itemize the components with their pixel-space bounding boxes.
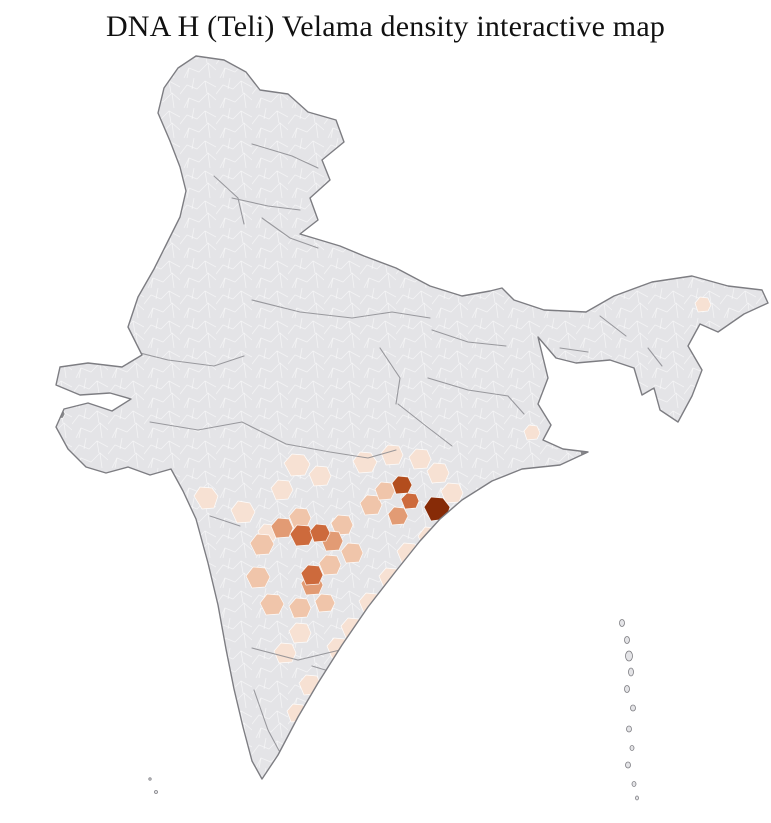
district[interactable] [308, 465, 332, 487]
district[interactable] [230, 500, 256, 524]
district[interactable] [288, 507, 312, 529]
district[interactable] [523, 424, 541, 441]
district[interactable] [307, 699, 329, 719]
district[interactable] [694, 296, 712, 313]
india-choropleth-map[interactable] [0, 48, 771, 804]
district-grid-texture [56, 56, 768, 779]
district[interactable] [270, 517, 294, 539]
district[interactable] [423, 496, 451, 522]
district[interactable] [380, 444, 404, 466]
district[interactable] [283, 453, 311, 477]
district[interactable] [314, 593, 336, 613]
district[interactable] [340, 542, 364, 564]
district[interactable] [300, 564, 324, 586]
district[interactable] [359, 494, 383, 516]
district[interactable] [193, 486, 219, 510]
district[interactable] [391, 475, 413, 495]
page-title: DNA H (Teli) Velama density interactive … [105, 10, 666, 43]
district[interactable] [426, 462, 450, 484]
district[interactable] [408, 448, 432, 470]
district[interactable] [245, 566, 271, 589]
district[interactable] [309, 523, 331, 543]
district[interactable] [318, 554, 342, 576]
district[interactable] [249, 533, 275, 556]
andaman-nicobar-islands [619, 619, 639, 801]
lakshadweep-islands [148, 777, 158, 794]
district[interactable] [288, 597, 312, 619]
map-container [0, 48, 771, 804]
district[interactable] [270, 479, 294, 501]
district[interactable] [288, 622, 312, 644]
district[interactable] [387, 506, 409, 526]
district[interactable] [259, 593, 285, 616]
map-page: DNA H (Teli) Velama density interactive … [0, 10, 771, 804]
